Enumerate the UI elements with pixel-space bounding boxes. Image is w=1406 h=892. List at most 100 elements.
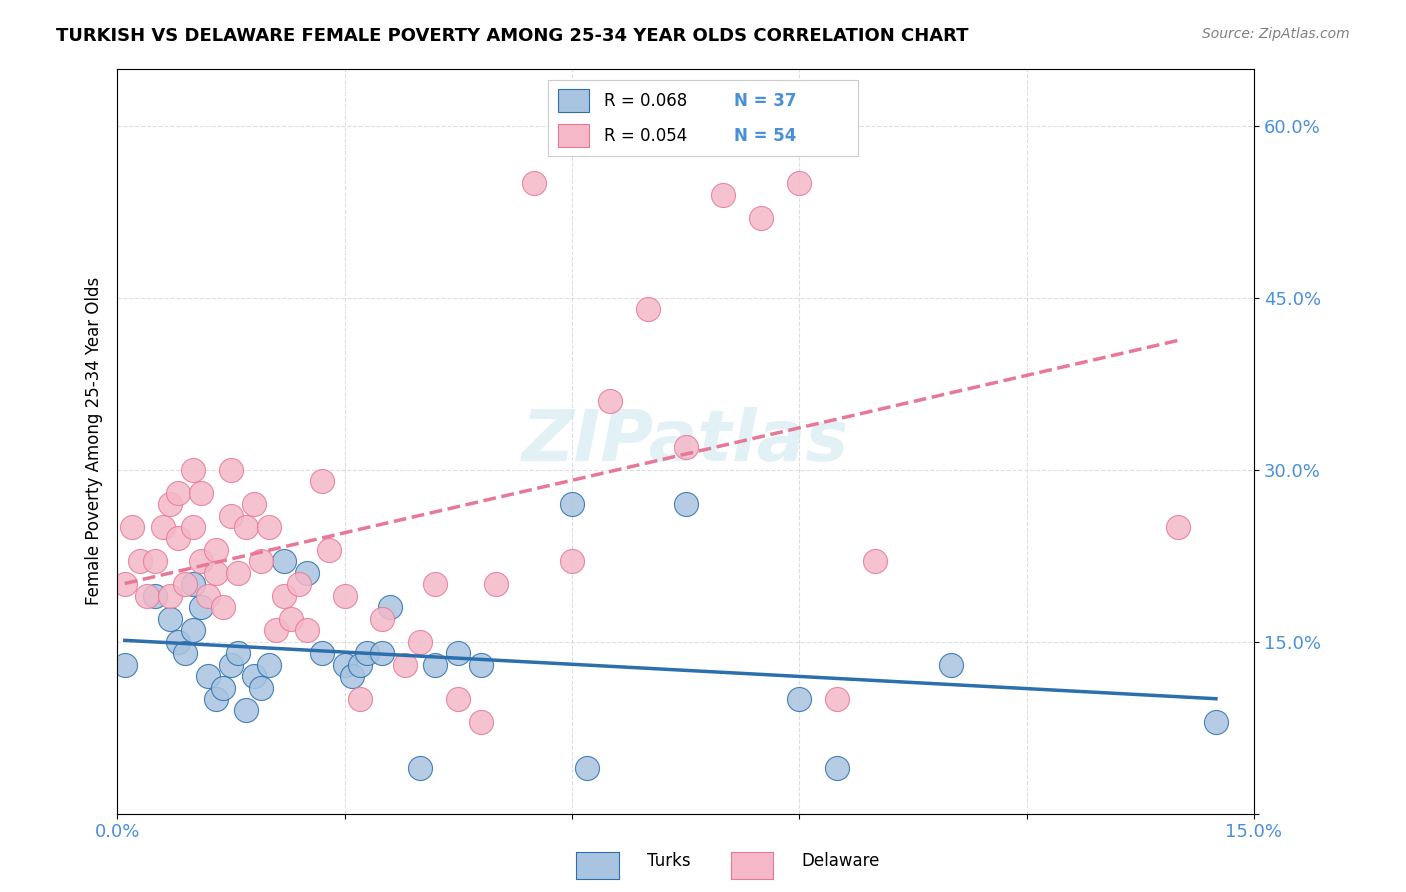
Point: [349, 657, 371, 672]
Point: [787, 176, 810, 190]
Point: [242, 669, 264, 683]
Text: TURKISH VS DELAWARE FEMALE POVERTY AMONG 25-34 YEAR OLDS CORRELATION CHART: TURKISH VS DELAWARE FEMALE POVERTY AMONG…: [56, 27, 969, 45]
Point: [129, 554, 152, 568]
Text: Source: ZipAtlas.com: Source: ZipAtlas.com: [1202, 27, 1350, 41]
Point: [340, 669, 363, 683]
Point: [204, 566, 226, 580]
Point: [143, 589, 166, 603]
Point: [311, 646, 333, 660]
Point: [152, 520, 174, 534]
Point: [561, 497, 583, 511]
Point: [288, 577, 311, 591]
Point: [204, 692, 226, 706]
Point: [219, 657, 242, 672]
Point: [425, 577, 447, 591]
Point: [114, 657, 136, 672]
Point: [280, 612, 302, 626]
Point: [939, 657, 962, 672]
Text: Delaware: Delaware: [801, 852, 880, 870]
Point: [181, 520, 204, 534]
Point: [675, 497, 697, 511]
Point: [235, 520, 257, 534]
Point: [166, 485, 188, 500]
Point: [273, 589, 295, 603]
Point: [371, 646, 394, 660]
Point: [409, 634, 432, 648]
Point: [1205, 714, 1227, 729]
Point: [159, 589, 181, 603]
Point: [266, 623, 288, 637]
Point: [803, 119, 825, 133]
Point: [181, 623, 204, 637]
Point: [470, 657, 492, 672]
Point: [318, 543, 340, 558]
Point: [190, 485, 212, 500]
Text: ZIPatlas: ZIPatlas: [522, 407, 849, 475]
Point: [523, 176, 546, 190]
Point: [447, 692, 470, 706]
Point: [371, 612, 394, 626]
Text: R = 0.054: R = 0.054: [605, 127, 688, 145]
Point: [1167, 520, 1189, 534]
Point: [749, 211, 772, 225]
Point: [561, 554, 583, 568]
Point: [219, 463, 242, 477]
Point: [378, 600, 401, 615]
FancyBboxPatch shape: [558, 124, 589, 147]
Text: R = 0.068: R = 0.068: [605, 92, 688, 110]
Text: N = 54: N = 54: [734, 127, 796, 145]
Text: N = 37: N = 37: [734, 92, 796, 110]
Point: [166, 532, 188, 546]
Point: [181, 577, 204, 591]
Point: [825, 692, 848, 706]
Point: [114, 577, 136, 591]
Point: [228, 646, 250, 660]
Point: [425, 657, 447, 672]
Point: [181, 463, 204, 477]
Point: [121, 520, 143, 534]
Point: [197, 589, 219, 603]
Point: [257, 657, 280, 672]
Point: [257, 520, 280, 534]
Point: [174, 646, 197, 660]
Point: [599, 393, 621, 408]
Point: [212, 681, 235, 695]
Point: [863, 554, 886, 568]
Point: [637, 302, 659, 317]
Point: [394, 657, 416, 672]
Point: [159, 612, 181, 626]
Point: [311, 474, 333, 488]
Point: [250, 681, 273, 695]
FancyBboxPatch shape: [558, 89, 589, 112]
Point: [470, 714, 492, 729]
Point: [787, 692, 810, 706]
Point: [273, 554, 295, 568]
Text: Turks: Turks: [647, 852, 690, 870]
Point: [235, 703, 257, 717]
Point: [576, 761, 599, 775]
Point: [204, 543, 226, 558]
Point: [212, 600, 235, 615]
Point: [713, 187, 735, 202]
Point: [242, 497, 264, 511]
Point: [219, 508, 242, 523]
Point: [159, 497, 181, 511]
Point: [349, 692, 371, 706]
Point: [174, 577, 197, 591]
Point: [825, 761, 848, 775]
Point: [447, 646, 470, 660]
Point: [190, 600, 212, 615]
Point: [250, 554, 273, 568]
Point: [166, 634, 188, 648]
Point: [333, 657, 356, 672]
Point: [228, 566, 250, 580]
Y-axis label: Female Poverty Among 25-34 Year Olds: Female Poverty Among 25-34 Year Olds: [86, 277, 103, 605]
Point: [136, 589, 159, 603]
Point: [333, 589, 356, 603]
Point: [190, 554, 212, 568]
Point: [295, 623, 318, 637]
Point: [143, 554, 166, 568]
Point: [197, 669, 219, 683]
Point: [485, 577, 508, 591]
Point: [295, 566, 318, 580]
